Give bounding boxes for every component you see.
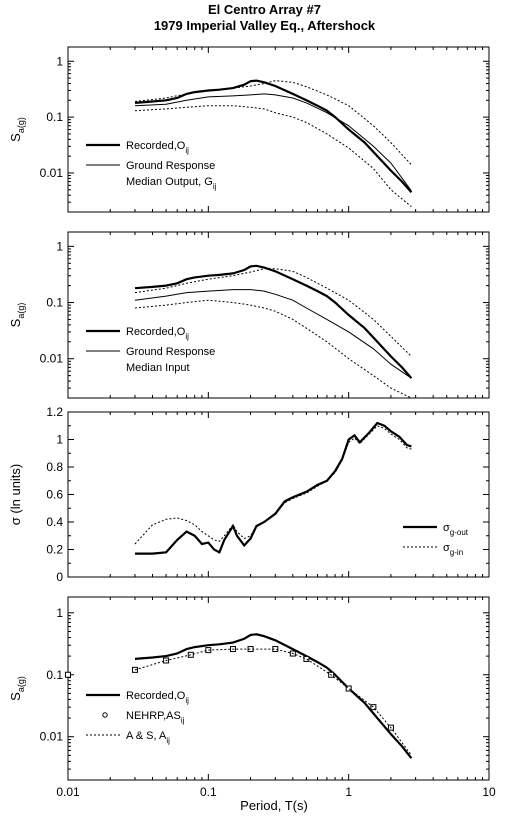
- series-line-3: [134, 648, 412, 756]
- y-tick-label: 0.01: [40, 730, 64, 744]
- legend: Recorded,Oij Ground Response Median Output…: [86, 140, 217, 191]
- y-tick-label: 0.1: [46, 110, 63, 124]
- legend-label: Recorded,Oij: [126, 326, 189, 341]
- legend-label: Recorded,Oij: [126, 690, 189, 705]
- y-tick-label: 1: [56, 606, 63, 620]
- series-line-2: [134, 289, 412, 379]
- x-tick-label: 0.1: [200, 785, 217, 799]
- chart-title-line2: 1979 Imperial Valley Eq., Aftershock: [153, 18, 376, 33]
- y-tick-label: 0: [56, 570, 63, 584]
- legend-label: Median Input: [126, 362, 190, 374]
- panel-4: 0.01 0.1 1 0.01 0.1 1 10 Sa(g) Recorded,Oij NEHRP…: [8, 596, 496, 799]
- legend-marker: [102, 712, 108, 718]
- y-tick-label: 0.4: [46, 515, 63, 529]
- y-tick-label: 1: [56, 239, 63, 253]
- y-tick-label: 0.01: [40, 166, 64, 180]
- x-tick-label: 10: [482, 785, 496, 799]
- panel-1: 0.01 0.1 1 Sa(g) Recorded,Oij Ground Response…: [8, 46, 490, 213]
- plot-frame: [67, 596, 490, 781]
- series-line-3: [134, 268, 412, 357]
- legend-label: A & S, Aij: [126, 730, 170, 745]
- legend: σg-out σg-in: [403, 522, 469, 557]
- y-axis-label: Sa(g): [8, 303, 26, 328]
- panels: 0.01 0.1 1 Sa(g) Recorded,Oij Ground Response…: [8, 46, 496, 799]
- series-line-1: [134, 633, 413, 759]
- panel-2: 0.01 0.1 1 Sa(g) Recorded,Oij Ground Response…: [8, 231, 490, 399]
- data-point: [303, 655, 310, 662]
- y-tick-label: 1: [56, 54, 63, 68]
- series-line-2: [134, 425, 412, 545]
- legend: Recorded,Oij NEHRP,ASij A & S, Aij: [86, 690, 189, 745]
- data-point: [205, 647, 212, 654]
- y-tick-label: 1.2: [46, 405, 63, 419]
- y-axis-label: σ (ln units): [8, 464, 23, 525]
- series-line-4: [134, 299, 412, 399]
- y-axis-label: Sa(g): [8, 117, 26, 142]
- panel-3: 0 0.2 0.4 0.6 0.8 1 1.2 σ (ln units) σg-out σg-in: [8, 405, 490, 584]
- legend-label: Ground Response: [126, 346, 215, 358]
- legend: Recorded,Oij Ground Response Median Input: [86, 326, 215, 374]
- chart-title: El Centro Array #7 1979 Imperial Valley …: [0, 2, 529, 34]
- chart-title-line1: El Centro Array #7: [208, 2, 321, 17]
- plot-frame: [67, 411, 490, 578]
- legend-label: Recorded,Oij: [126, 140, 189, 155]
- legend-label: NEHRP,ASij: [126, 710, 185, 725]
- legend-label: σg-out: [443, 522, 469, 537]
- series-line-2: [134, 93, 412, 192]
- y-tick-label: 0.2: [46, 543, 63, 557]
- data-point: [370, 704, 377, 711]
- legend-label: σg-in: [443, 542, 463, 557]
- series-line-4: [134, 105, 412, 207]
- data-point: [345, 685, 352, 692]
- y-tick-label: 0.1: [46, 296, 63, 310]
- x-tick-label: 1: [345, 785, 352, 799]
- series-line-1: [135, 421, 412, 555]
- y-axis-label: Sa(g): [8, 676, 26, 701]
- y-tick-label: 1: [56, 433, 63, 447]
- y-tick-label: 0.01: [40, 352, 64, 366]
- data-point: [65, 671, 71, 678]
- series-line-1: [134, 264, 413, 379]
- data-point: [131, 666, 138, 673]
- legend-label: Median Output, Gij: [126, 176, 217, 191]
- x-tick-label: 0.01: [56, 785, 80, 799]
- legend-label: Ground Response: [126, 160, 215, 172]
- y-tick-label: 0.8: [46, 460, 63, 474]
- x-axis-label: Period, T(s): [240, 798, 308, 813]
- y-tick-label: 0.1: [46, 668, 63, 682]
- y-tick-label: 0.6: [46, 488, 63, 502]
- series-line-3: [134, 80, 412, 166]
